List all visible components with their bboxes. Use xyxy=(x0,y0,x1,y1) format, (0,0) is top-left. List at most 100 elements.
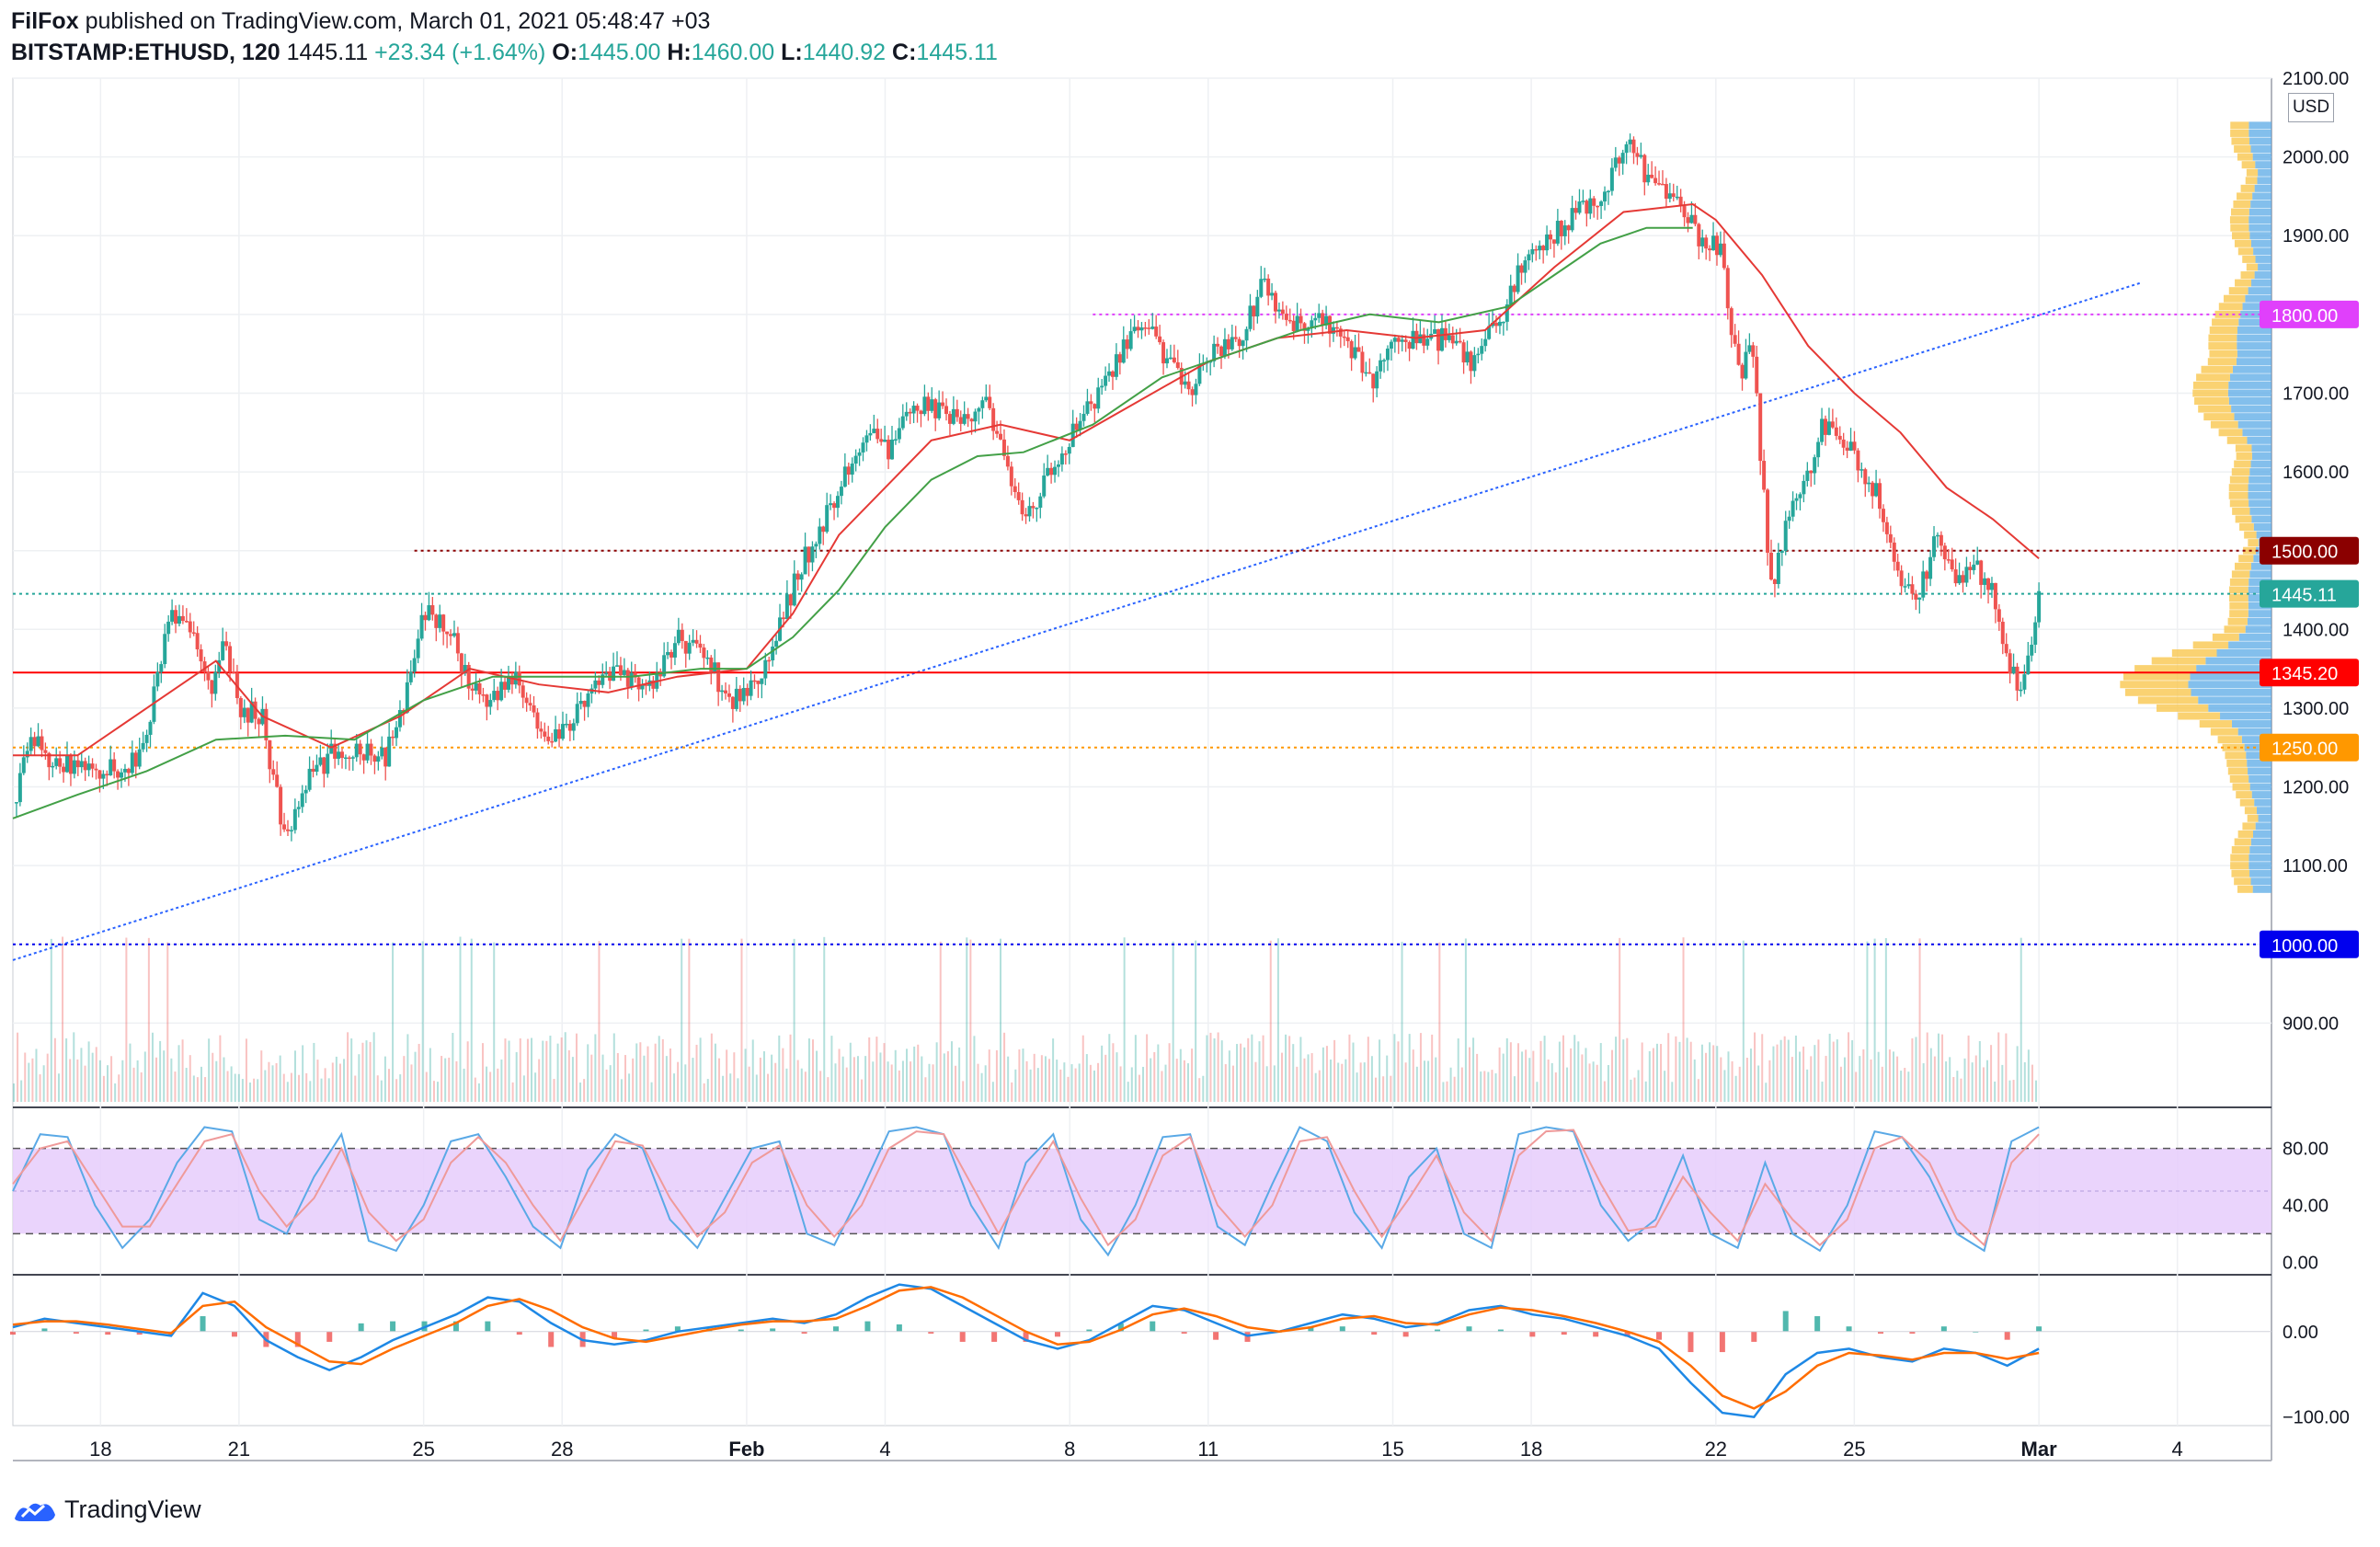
symbol-label[interactable]: BITSTAMP:ETHUSD, 120 xyxy=(11,40,280,65)
volume-bar xyxy=(350,1038,353,1102)
price-tick-label: 1700.00 xyxy=(2283,384,2349,404)
volume-bars xyxy=(13,936,2038,1102)
volume-bar xyxy=(1941,1034,1944,1102)
macd-histogram-bar xyxy=(1213,1331,1219,1340)
volume-bar xyxy=(429,1048,431,1102)
volume-bar xyxy=(1929,1048,1932,1102)
volume-profile-up xyxy=(2237,326,2271,334)
volume-bar xyxy=(1119,1066,1122,1102)
volume-bar xyxy=(309,1081,312,1102)
volume-bar xyxy=(508,1040,510,1102)
candle-body xyxy=(1425,338,1430,346)
candle-body xyxy=(1541,246,1546,251)
candle-body xyxy=(636,677,641,690)
volume-bar xyxy=(1592,1061,1595,1102)
volume-bar xyxy=(1288,1036,1291,1102)
candle-body xyxy=(1161,342,1166,364)
candle-body xyxy=(1244,328,1249,341)
volume-bar xyxy=(1217,1032,1219,1102)
candle-body xyxy=(86,763,91,771)
candle-body xyxy=(1433,328,1437,334)
candle-body xyxy=(1392,338,1397,342)
volume-bar xyxy=(699,1037,702,1102)
volume-bar xyxy=(147,937,150,1102)
volume-bar xyxy=(421,941,424,1102)
candle-body xyxy=(702,647,706,659)
volume-bar xyxy=(1337,1062,1340,1102)
volume-bar xyxy=(1322,1047,1324,1102)
candle-body xyxy=(1367,372,1372,374)
macd-histogram-bar xyxy=(1023,1331,1029,1342)
volume-profile-down xyxy=(2235,562,2252,570)
volume-bar xyxy=(286,1082,289,1102)
candle-body xyxy=(141,742,145,750)
candle-body xyxy=(1216,343,1220,347)
candle-body xyxy=(166,621,171,635)
volume-bar xyxy=(722,1075,725,1102)
candle-body xyxy=(1508,285,1513,304)
candle-body xyxy=(474,682,478,691)
macd-histogram-bar xyxy=(1117,1323,1124,1332)
volume-profile-up xyxy=(2227,389,2271,397)
candle-body xyxy=(1744,351,1748,379)
volume-bar xyxy=(143,1051,146,1102)
volume-profile-down xyxy=(2201,365,2233,373)
volume-bar xyxy=(316,1060,319,1102)
volume-bar xyxy=(1101,1045,1104,1102)
volume-bar xyxy=(1063,1062,1066,1102)
candle-body xyxy=(825,505,830,533)
volume-bar xyxy=(1956,1071,1959,1102)
trendline[interactable] xyxy=(12,281,2141,961)
volume-bar xyxy=(121,1060,124,1102)
candle-body xyxy=(58,758,63,767)
volume-bar xyxy=(901,1060,904,1102)
candle-body xyxy=(973,411,978,422)
stochastic-d-line[interactable] xyxy=(12,1129,2040,1247)
volume-bar xyxy=(1727,1051,1730,1102)
volume-bar xyxy=(1633,1077,1636,1102)
volume-bar xyxy=(1352,1042,1355,1102)
close-label: C: xyxy=(892,40,917,65)
volume-bar xyxy=(771,1054,773,1102)
macd-tick-label: −100.00 xyxy=(2283,1408,2350,1428)
volume-bar xyxy=(1123,937,1126,1102)
candle-body xyxy=(1107,371,1112,376)
candle-body xyxy=(698,643,703,648)
volume-bar xyxy=(1855,1071,1858,1102)
candle-body xyxy=(781,617,785,620)
volume-bar xyxy=(2031,1064,2033,1102)
macd-signal-line[interactable] xyxy=(12,1286,2040,1410)
candle-body xyxy=(1997,609,2001,622)
volume-bar xyxy=(1048,1059,1051,1102)
candle-body xyxy=(991,407,996,431)
volume-profile-down xyxy=(2218,303,2243,311)
tradingview-footer[interactable]: TradingView xyxy=(13,1495,201,1524)
candle-body xyxy=(1194,384,1198,395)
volume-bar xyxy=(1757,1065,1760,1102)
candle-body xyxy=(133,752,138,767)
volume-bar xyxy=(669,1048,671,1102)
volume-profile-up xyxy=(2251,562,2271,570)
candle-body xyxy=(1675,196,1679,199)
volume-bar xyxy=(1543,1036,1546,1102)
publisher-name[interactable]: FilFox xyxy=(11,8,79,34)
moving-average-slow[interactable] xyxy=(12,226,1693,819)
volume-bar xyxy=(1791,1057,1793,1102)
candle-body xyxy=(1259,279,1264,297)
candle-body xyxy=(1664,184,1668,200)
volume-bar xyxy=(185,1068,188,1102)
currency-badge[interactable]: USD xyxy=(2288,93,2334,122)
volume-bar xyxy=(1949,1057,1951,1102)
macd-histogram-bar xyxy=(326,1331,333,1342)
volume-bar xyxy=(1341,1063,1344,1102)
volume-bar xyxy=(290,1072,292,1102)
volume-bar xyxy=(946,1050,949,1102)
candle-body xyxy=(1989,582,1994,590)
macd-line[interactable] xyxy=(12,1283,2040,1419)
candle-body xyxy=(90,763,95,769)
volume-profile-up xyxy=(2253,247,2271,256)
volume-bar xyxy=(1709,1042,1711,1102)
volume-profile-up xyxy=(2257,177,2271,185)
candle-body xyxy=(995,430,1000,434)
